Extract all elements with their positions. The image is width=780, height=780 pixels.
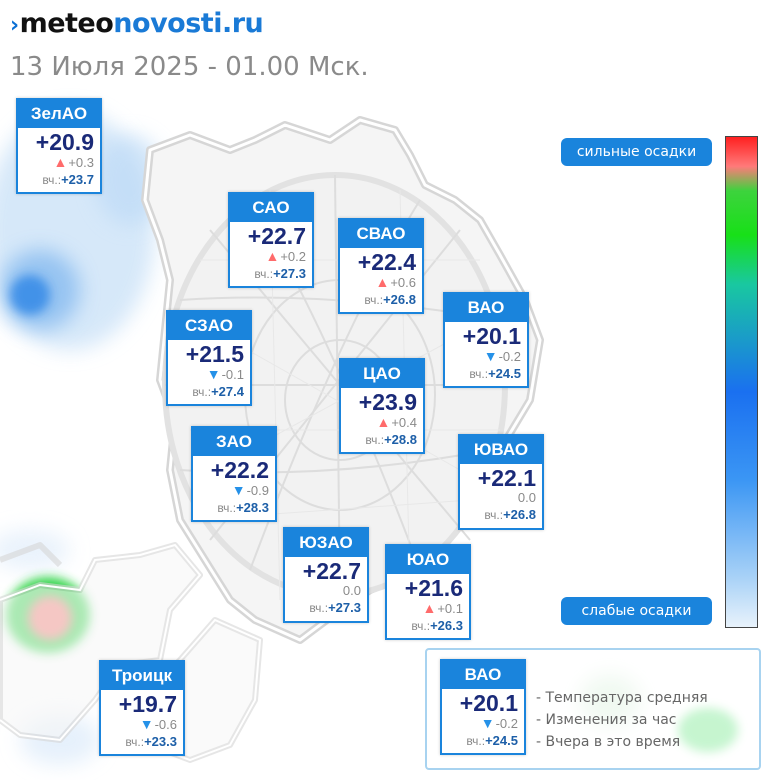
district-name: ЮВАО	[460, 436, 542, 464]
logo-mark: ›	[10, 13, 19, 38]
district-change: ▼-0.9	[231, 482, 269, 498]
arrow-down-icon: ▼	[206, 366, 221, 382]
district-yesterday: вч.:+28.8	[365, 432, 417, 447]
district-change: ▲+0.1	[422, 600, 463, 616]
district-yesterday: вч.:+23.3	[125, 734, 177, 749]
district-yesterday: вч.:+23.7	[42, 172, 94, 187]
district-change: ▲+0.6	[375, 274, 416, 290]
legend-sample-card: ВАО +20.1 ▼-0.2 вч.:+24.5	[440, 659, 526, 755]
arrow-down-icon: ▼	[139, 716, 154, 732]
district-yesterday: вч.:+27.3	[309, 600, 361, 615]
district-name: ЦАО	[341, 360, 423, 388]
legend-line-hour-change: - Изменения за час	[536, 712, 677, 728]
district-change: ▼-0.1	[206, 366, 244, 382]
district-name: ЮАО	[387, 546, 469, 574]
legend-line-yesterday: - Вчера в это время	[536, 734, 681, 750]
district-temp: +20.1	[462, 323, 521, 349]
district-name: СВАО	[340, 220, 422, 248]
district-change: ▼-0.6	[139, 716, 177, 732]
district-temp: +20.1	[459, 690, 518, 716]
precip-scale-bar	[725, 136, 758, 628]
district-temp: +19.7	[118, 691, 177, 717]
arrow-down-icon: ▼	[480, 715, 495, 731]
district-name: ВАО	[442, 661, 524, 689]
district-yesterday: вч.:+26.8	[364, 292, 416, 307]
district-name: ВАО	[445, 294, 527, 322]
arrow-down-icon: ▼	[231, 482, 246, 498]
district-temp: +22.7	[247, 223, 306, 249]
district-change: ▼-0.2	[483, 348, 521, 364]
district-temp: +22.1	[477, 465, 536, 491]
legend-line-avg-temp: - Температура средняя	[536, 690, 708, 706]
arrow-up-icon: ▲	[376, 414, 391, 430]
district-card-yuzao: ЮЗАО +22.7 0.0 вч.:+27.3	[283, 527, 369, 623]
strong-precip-label: сильные осадки	[561, 138, 712, 166]
district-yesterday: вч.:+27.4	[192, 384, 244, 399]
district-yesterday: вч.:+24.5	[469, 366, 521, 381]
district-temp: +22.2	[210, 457, 269, 483]
district-card-yuao: ЮАО +21.6 ▲+0.1 вч.:+26.3	[385, 544, 471, 640]
district-yesterday: вч.:+27.3	[254, 266, 306, 281]
district-temp: +23.9	[358, 389, 417, 415]
site-logo[interactable]: ›meteonovosti.ru	[10, 8, 264, 39]
district-change: ▲+0.2	[265, 248, 306, 264]
district-card-szao: СЗАО +21.5 ▼-0.1 вч.:+27.4	[166, 310, 252, 406]
district-temp: +21.5	[185, 341, 244, 367]
arrow-down-icon: ▼	[483, 348, 498, 364]
district-card-zelao: ЗелАО +20.9 ▲+0.3 вч.:+23.7	[16, 98, 102, 194]
district-name: ЗелАО	[18, 100, 100, 128]
district-name: ЗАО	[193, 428, 275, 456]
district-temp: +22.7	[302, 558, 361, 584]
district-change: ▼-0.2	[480, 715, 518, 731]
district-name: СЗАО	[168, 312, 250, 340]
district-card-cao: ЦАО +23.9 ▲+0.4 вч.:+28.8	[339, 358, 425, 454]
district-yesterday: вч.:+26.3	[411, 618, 463, 633]
district-change: 0.0	[342, 583, 361, 598]
district-temp: +20.9	[35, 129, 94, 155]
district-name: ЮЗАО	[285, 529, 367, 557]
district-temp: +22.4	[357, 249, 416, 275]
district-card-zao: ЗАО +22.2 ▼-0.9 вч.:+28.3	[191, 426, 277, 522]
weak-precip-label: слабые осадки	[561, 597, 712, 625]
district-temp: +21.6	[404, 575, 463, 601]
district-card-troick: Троицк +19.7 ▼-0.6 вч.:+23.3	[99, 660, 185, 756]
district-yesterday: вч.:+28.3	[217, 500, 269, 515]
district-card-yuvao: ЮВАО +22.1 0.0 вч.:+26.8	[458, 434, 544, 530]
district-card-vao: ВАО +20.1 ▼-0.2 вч.:+24.5	[443, 292, 529, 388]
district-name: САО	[230, 194, 312, 222]
district-name: Троицк	[101, 662, 183, 690]
arrow-up-icon: ▲	[265, 248, 280, 264]
district-card-svao: СВАО +22.4 ▲+0.6 вч.:+26.8	[338, 218, 424, 314]
district-change: ▲+0.3	[53, 154, 94, 170]
district-change: 0.0	[517, 490, 536, 505]
district-change: ▲+0.4	[376, 414, 417, 430]
arrow-up-icon: ▲	[422, 600, 437, 616]
date-time-title: 13 Июля 2025 - 01.00 Мск.	[10, 52, 369, 82]
district-card-sao: САО +22.7 ▲+0.2 вч.:+27.3	[228, 192, 314, 288]
district-yesterday: вч.:+24.5	[466, 733, 518, 748]
arrow-up-icon: ▲	[375, 274, 390, 290]
arrow-up-icon: ▲	[53, 154, 68, 170]
district-yesterday: вч.:+26.8	[484, 507, 536, 522]
